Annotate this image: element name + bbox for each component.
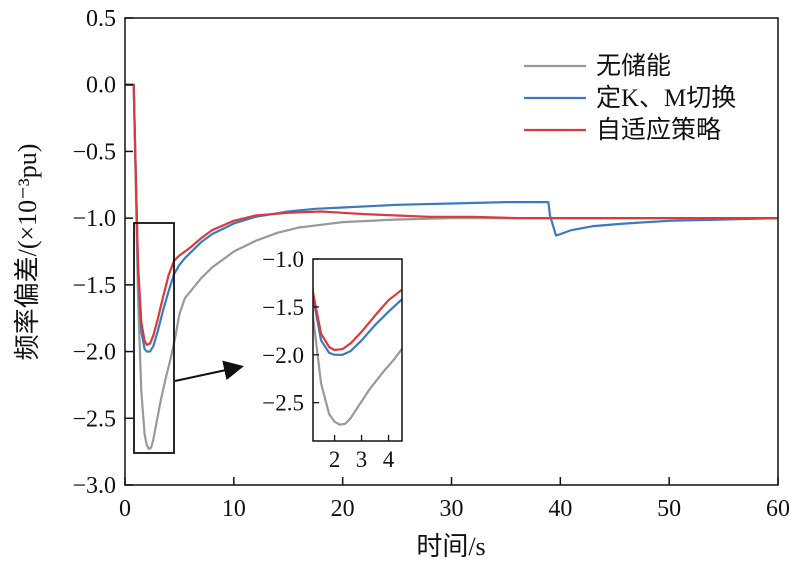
inset-series-line-3 bbox=[313, 279, 402, 352]
y-tick-label: −3.0 bbox=[72, 473, 116, 499]
x-tick-label: 20 bbox=[331, 496, 355, 522]
legend-label-1: 无储能 bbox=[596, 52, 671, 80]
series-line-1 bbox=[125, 83, 778, 451]
inset-series-line-1 bbox=[313, 300, 402, 426]
inset-x-tick-label: 2 bbox=[329, 447, 341, 472]
x-tick-label: 60 bbox=[766, 496, 790, 522]
y-tick-label: −2.5 bbox=[72, 406, 116, 432]
y-tick-label: −1.0 bbox=[72, 206, 116, 232]
inset-y-tick-label: −2.5 bbox=[262, 391, 304, 416]
legend-label-2: 定K、M切换 bbox=[596, 84, 736, 112]
x-tick-label: 30 bbox=[440, 496, 464, 522]
y-tick-label: 0.5 bbox=[86, 6, 116, 32]
inset-series-line-2 bbox=[313, 283, 402, 356]
y-tick-label: −2.0 bbox=[72, 340, 116, 366]
inset-x-tick-label: 3 bbox=[356, 447, 368, 472]
x-tick-label: 0 bbox=[119, 496, 131, 522]
zoom-box bbox=[133, 222, 175, 454]
zoom-arrow bbox=[174, 360, 244, 382]
x-tick-label: 10 bbox=[222, 496, 246, 522]
x-tick-label: 50 bbox=[657, 496, 681, 522]
y-tick-label: −1.5 bbox=[72, 273, 116, 299]
y-axis-title: 频率偏差/(×10⁻³pu) bbox=[13, 144, 42, 361]
inset-y-tick-label: −1.5 bbox=[262, 295, 304, 320]
inset-frame bbox=[312, 258, 403, 442]
y-tick-label: 0.0 bbox=[86, 73, 116, 99]
x-tick-label: 40 bbox=[548, 496, 572, 522]
legend-label-3: 自适应策略 bbox=[596, 116, 721, 144]
y-tick-label: −0.5 bbox=[72, 139, 116, 165]
x-axis-title: 时间/s bbox=[416, 532, 485, 561]
inset-x-tick-label: 4 bbox=[383, 447, 395, 472]
series-line-2 bbox=[125, 83, 778, 353]
inset-y-tick-label: −2.0 bbox=[262, 343, 304, 368]
series-line-3 bbox=[125, 83, 778, 346]
inset-y-tick-label: −1.0 bbox=[262, 247, 304, 272]
